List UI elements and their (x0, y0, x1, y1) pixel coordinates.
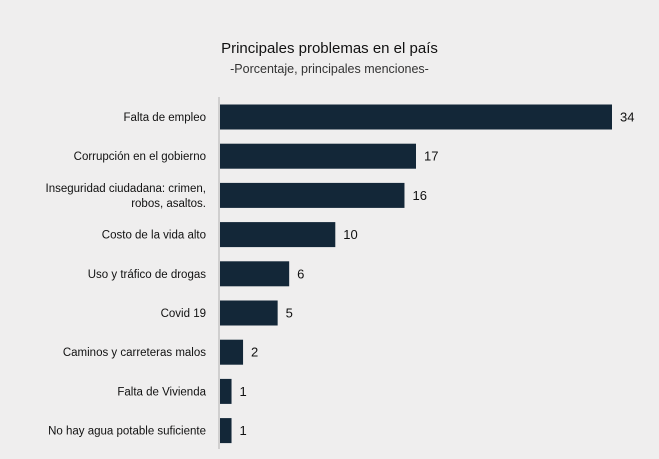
category-label-4: Uso y tráfico de drogas (88, 269, 207, 281)
bar-4 (220, 261, 290, 287)
category-label-1: Corrupción en el gobierno (74, 151, 206, 163)
value-label-0: 34 (620, 110, 634, 125)
value-label-4: 6 (297, 266, 304, 281)
category-label-3-line-0: Costo de la vida alto (102, 230, 206, 242)
category-label-0-line-0: Falta de empleo (124, 112, 206, 124)
bar-1 (220, 143, 416, 169)
value-label-8: 1 (240, 423, 247, 438)
value-label-5: 5 (286, 306, 293, 321)
category-label-8: No hay agua potable suficiente (48, 426, 206, 438)
category-label-5-line-0: Covid 19 (161, 308, 206, 320)
bar-7 (220, 378, 232, 404)
category-label-2-line-1: robos, asaltos. (131, 198, 206, 210)
category-label-2-line-0: Inseguridad ciudadana: crimen, (46, 183, 206, 195)
value-label-6: 2 (251, 345, 258, 360)
category-label-0: Falta de empleo (124, 112, 206, 124)
chart-title: Principales problemas en el país (221, 40, 438, 57)
category-label-2: Inseguridad ciudadana: crimen, robos, asa… (46, 183, 206, 210)
category-label-8-line-0: No hay agua potable suficiente (48, 426, 206, 438)
category-label-4-line-0: Uso y tráfico de drogas (88, 269, 207, 281)
bar-8 (220, 418, 232, 444)
category-label-6-line-0: Caminos y carreteras malos (63, 347, 206, 359)
category-label-1-line-0: Corrupción en el gobierno (74, 151, 206, 163)
bar-3 (220, 222, 336, 248)
category-label-3: Costo de la vida alto (102, 230, 206, 242)
bar-6 (220, 339, 244, 365)
value-label-2: 16 (412, 188, 426, 203)
bar-0 (220, 104, 612, 130)
value-label-3: 10 (343, 227, 357, 242)
chart-subtitle: -Porcentaje, principales menciones- (230, 62, 429, 76)
value-label-1: 17 (424, 149, 438, 164)
category-label-7-line-0: Falta de Vivienda (117, 386, 206, 398)
category-label-7: Falta de Vivienda (117, 386, 206, 398)
value-label-7: 1 (240, 384, 247, 399)
bar-5 (220, 300, 278, 326)
category-label-6: Caminos y carreteras malos (63, 347, 206, 359)
bar-2 (220, 182, 405, 208)
category-label-5: Covid 19 (161, 308, 206, 320)
